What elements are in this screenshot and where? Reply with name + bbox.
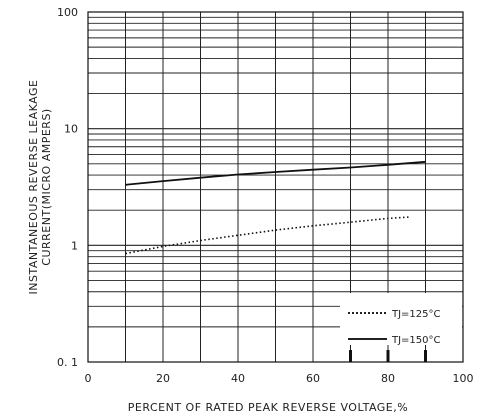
series-lines <box>125 160 426 255</box>
x-tick-labels: 0 20 40 60 80 100 <box>85 372 474 385</box>
y-axis-label-line1: INSTANTANEOUS REVERSE LEAKAGE <box>27 80 40 295</box>
y-tick-label: 0. 1 <box>57 356 78 369</box>
x-tick-label: 40 <box>231 372 245 385</box>
y-tick-label: 100 <box>57 6 78 19</box>
legend-label-tj150: TJ=150°C <box>391 335 441 346</box>
x-tick-label: 80 <box>381 372 395 385</box>
plot-frame <box>87 11 464 363</box>
legend-label-tj125: TJ=125°C <box>391 309 441 320</box>
y-tick-label: 1 <box>71 239 78 252</box>
series-line-tj150 <box>125 160 426 186</box>
x-tick-label: 0 <box>85 372 92 385</box>
y-tick-labels: 0. 1 1 10 100 <box>57 6 78 369</box>
y-axis-label-line2: CURRENT(MICRO AMPERS) <box>40 108 53 265</box>
legend-box <box>340 293 462 345</box>
series-line-tj125 <box>125 216 411 255</box>
x-tick-label: 20 <box>156 372 170 385</box>
x-tick-label: 100 <box>453 372 474 385</box>
x-tick-label: 60 <box>306 372 320 385</box>
x-axis-label: PERCENT OF RATED PEAK REVERSE VOLTAGE,% <box>128 401 408 414</box>
grid <box>88 12 463 362</box>
y-tick-label: 10 <box>64 123 78 136</box>
